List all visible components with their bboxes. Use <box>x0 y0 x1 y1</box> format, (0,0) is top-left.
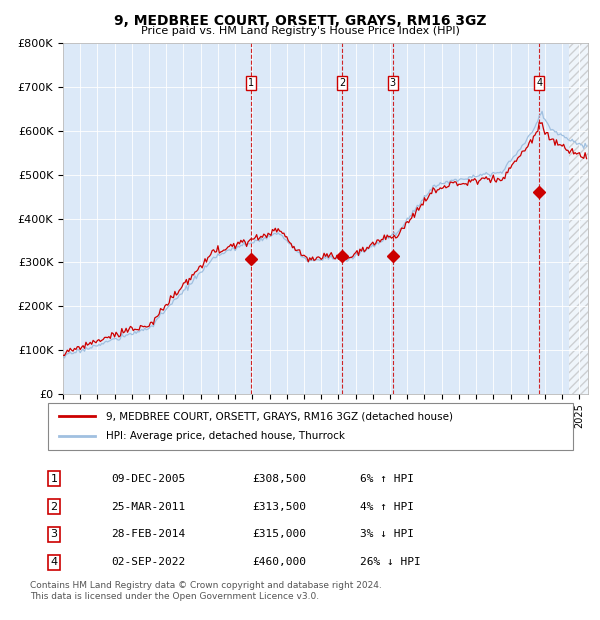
Text: 25-MAR-2011: 25-MAR-2011 <box>111 502 185 512</box>
Text: 4% ↑ HPI: 4% ↑ HPI <box>360 502 414 512</box>
Text: £315,000: £315,000 <box>252 529 306 539</box>
Text: HPI: Average price, detached house, Thurrock: HPI: Average price, detached house, Thur… <box>106 432 345 441</box>
Text: Contains HM Land Registry data © Crown copyright and database right 2024.: Contains HM Land Registry data © Crown c… <box>30 581 382 590</box>
Text: 2: 2 <box>339 78 346 88</box>
Text: 26% ↓ HPI: 26% ↓ HPI <box>360 557 421 567</box>
Text: 4: 4 <box>50 557 58 567</box>
Text: 3% ↓ HPI: 3% ↓ HPI <box>360 529 414 539</box>
Text: 1: 1 <box>50 474 58 484</box>
Text: Price paid vs. HM Land Registry's House Price Index (HPI): Price paid vs. HM Land Registry's House … <box>140 26 460 36</box>
Text: 09-DEC-2005: 09-DEC-2005 <box>111 474 185 484</box>
FancyBboxPatch shape <box>48 403 573 450</box>
Text: 6% ↑ HPI: 6% ↑ HPI <box>360 474 414 484</box>
Text: 28-FEB-2014: 28-FEB-2014 <box>111 529 185 539</box>
Text: This data is licensed under the Open Government Licence v3.0.: This data is licensed under the Open Gov… <box>30 592 319 601</box>
Text: 1: 1 <box>248 78 254 88</box>
Text: 2: 2 <box>50 502 58 512</box>
Text: 4: 4 <box>536 78 542 88</box>
Text: 02-SEP-2022: 02-SEP-2022 <box>111 557 185 567</box>
Text: 3: 3 <box>390 78 396 88</box>
Text: £308,500: £308,500 <box>252 474 306 484</box>
Text: 9, MEDBREE COURT, ORSETT, GRAYS, RM16 3GZ: 9, MEDBREE COURT, ORSETT, GRAYS, RM16 3G… <box>114 14 486 28</box>
Text: £460,000: £460,000 <box>252 557 306 567</box>
Text: £313,500: £313,500 <box>252 502 306 512</box>
Text: 3: 3 <box>50 529 58 539</box>
Text: 9, MEDBREE COURT, ORSETT, GRAYS, RM16 3GZ (detached house): 9, MEDBREE COURT, ORSETT, GRAYS, RM16 3G… <box>106 411 453 421</box>
